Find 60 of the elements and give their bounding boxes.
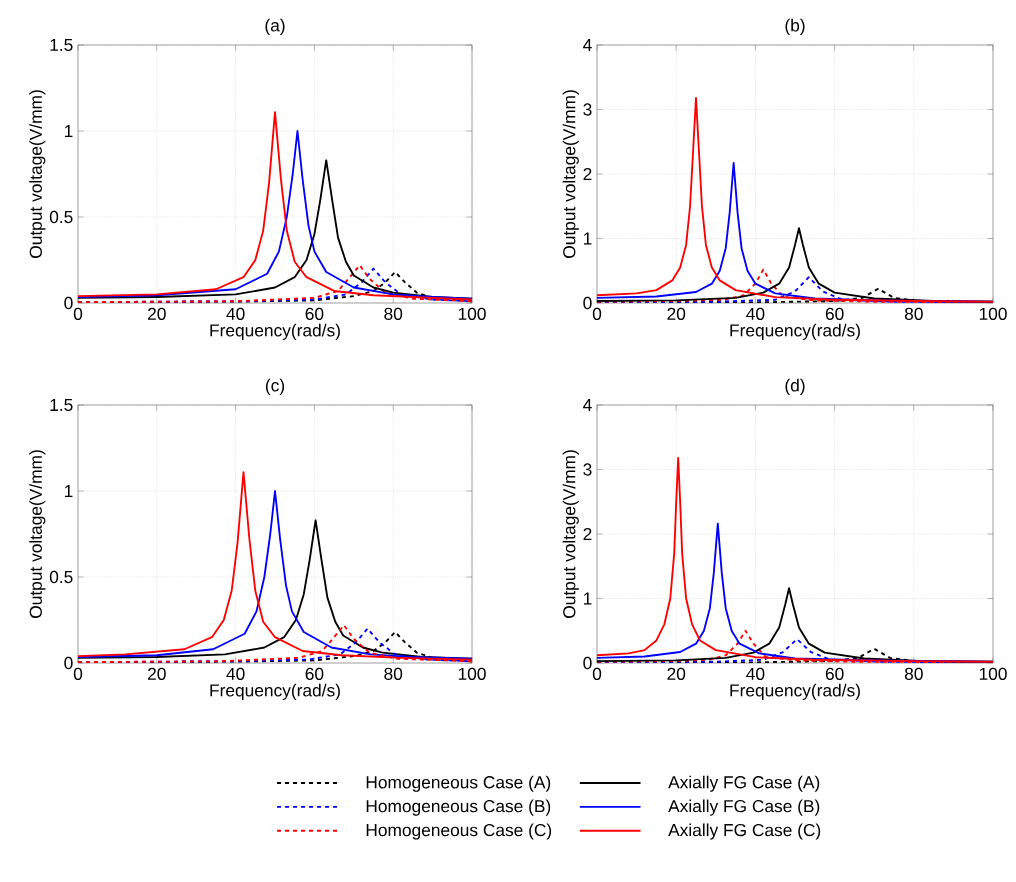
y-tick-label: 1 [64, 485, 73, 497]
x-tick-label: 60 [825, 307, 844, 320]
x-tick-label: 80 [904, 667, 923, 680]
x-tick-label: 60 [305, 667, 324, 680]
x-axis-title: Frequency(rad/s) [210, 323, 340, 340]
x-tick-label: 60 [825, 667, 844, 680]
y-tick-label: 1.5 [50, 38, 73, 52]
y-tick-label: 0 [583, 296, 592, 310]
x-tick-label: 80 [904, 307, 923, 320]
x-tick-label: 20 [667, 307, 686, 320]
legend-label: Homogeneous Case (C) [366, 823, 552, 840]
chart-title: (d) [785, 378, 805, 395]
x-tick-label: 40 [226, 667, 245, 680]
y-tick-label: 2 [583, 167, 592, 181]
y-axis-title: Output voltage(V/mm) [562, 450, 579, 618]
x-tick-label: 20 [148, 307, 166, 320]
x-tick-label: 40 [226, 307, 245, 320]
x-tick-label: 100 [979, 667, 1007, 680]
legend-label: Axially FG Case (C) [668, 823, 821, 840]
chart-title: (a) [265, 18, 285, 35]
y-tick-label: 4 [583, 39, 592, 51]
x-tick-label: 0 [592, 667, 602, 680]
legend-label: Axially FG Case (B) [668, 799, 820, 816]
y-tick-label: 0.5 [49, 210, 73, 224]
x-tick-label: 100 [979, 307, 1007, 320]
y-tick-label: 1 [64, 125, 73, 137]
x-axis-title: Frequency(rad/s) [210, 683, 340, 700]
x-tick-label: 40 [746, 667, 765, 680]
x-tick-label: 60 [305, 307, 324, 320]
legend-label: Homogeneous Case (B) [366, 799, 551, 816]
x-tick-label: 80 [384, 667, 403, 680]
x-tick-label: 0 [73, 667, 83, 680]
y-axis-title: Output voltage(V/mm) [29, 90, 46, 258]
x-tick-label: 100 [458, 667, 486, 680]
chart-title: (c) [265, 378, 285, 395]
y-tick-label: 0 [64, 296, 73, 310]
chart-title: (b) [785, 18, 805, 35]
y-tick-label: 0 [64, 656, 73, 670]
x-axis-title: Frequency(rad/s) [730, 323, 860, 340]
x-tick-label: 80 [384, 307, 403, 320]
y-tick-label: 3 [583, 463, 592, 476]
y-tick-label: 0 [583, 656, 592, 670]
x-tick-label: 20 [148, 667, 166, 680]
y-tick-label: 1.5 [50, 398, 73, 412]
y-tick-label: 3 [583, 103, 592, 116]
x-tick-label: 0 [73, 307, 83, 320]
y-tick-label: 1 [583, 592, 592, 605]
y-tick-label: 4 [583, 399, 592, 411]
y-tick-label: 1 [583, 232, 592, 245]
y-axis-title: Output voltage(V/mm) [562, 90, 579, 258]
legend-label: Homogeneous Case (A) [366, 775, 551, 792]
x-axis-title: Frequency(rad/s) [730, 683, 860, 700]
x-tick-label: 20 [667, 667, 686, 680]
x-tick-label: 0 [592, 307, 602, 320]
x-tick-label: 40 [746, 307, 765, 320]
y-axis-title: Output voltage(V/mm) [29, 450, 46, 618]
x-tick-label: 100 [458, 307, 486, 320]
y-tick-label: 0.5 [49, 570, 73, 584]
legend-label: Axially FG Case (A) [668, 775, 820, 792]
y-tick-label: 2 [583, 527, 592, 541]
